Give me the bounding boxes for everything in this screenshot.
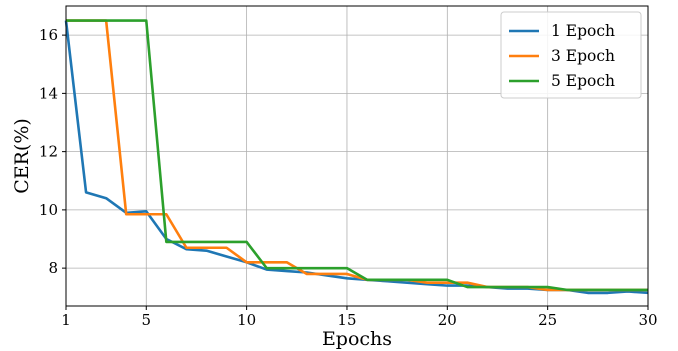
x-tick-label-25: 25 — [538, 311, 557, 329]
x-tick-label-20: 20 — [438, 311, 457, 329]
series-lines — [64, 19, 649, 295]
y-axis-label: CER(%) — [11, 118, 33, 194]
x-tick-label-30: 30 — [638, 311, 657, 329]
y-tick-label-12: 12 — [39, 143, 58, 161]
y-tick-label-14: 14 — [39, 84, 58, 102]
legend-label-1-epoch: 1 Epoch — [551, 22, 615, 40]
y-tick-label-16: 16 — [39, 26, 58, 44]
y-tick-label-8: 8 — [48, 259, 58, 277]
x-tick-label-5: 5 — [142, 311, 152, 329]
x-axis-label: Epochs — [322, 328, 392, 350]
x-tick-label-10: 10 — [237, 311, 256, 329]
plot-frame — [65, 5, 649, 307]
legend-box — [500, 11, 642, 99]
legend: 1 Epoch 3 Epoch 5 Epoch — [500, 11, 642, 99]
legend-label-5-epoch: 5 Epoch — [551, 72, 615, 90]
y-axis-ticks: 8 10 12 14 16 — [39, 26, 66, 277]
series-line-5-epoch — [66, 19, 648, 292]
x-axis-ticks: 1 5 10 15 20 25 30 — [61, 306, 658, 329]
x-tick-label-15: 15 — [337, 311, 356, 329]
y-tick-label-10: 10 — [39, 201, 58, 219]
x-tick-label-1: 1 — [61, 311, 71, 329]
legend-label-3-epoch: 3 Epoch — [551, 47, 615, 65]
